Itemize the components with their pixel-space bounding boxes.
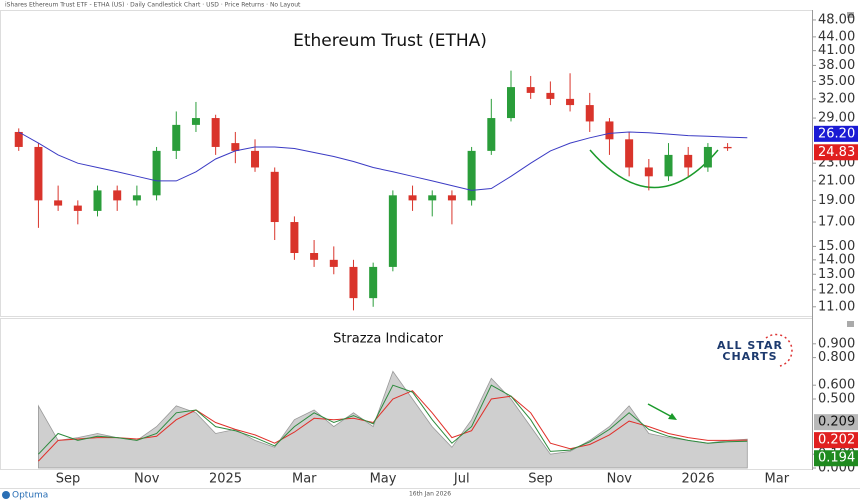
candle-body bbox=[310, 253, 319, 260]
moving-average bbox=[18, 131, 748, 191]
x-tick-label: 2026 bbox=[682, 472, 715, 487]
y-tick-label: 21.00 bbox=[818, 173, 855, 188]
brand: Optuma bbox=[12, 491, 48, 501]
logo-text: ALL STAR bbox=[717, 339, 783, 352]
candle-body bbox=[132, 195, 141, 201]
y-tick-label: 35.00 bbox=[818, 74, 855, 89]
last-value-label: 0.202 bbox=[818, 433, 855, 448]
x-tick-label: Sep bbox=[56, 472, 81, 487]
candle-body bbox=[566, 98, 575, 106]
last-value-label: 0.194 bbox=[818, 451, 855, 466]
ma-value-label: 26.20 bbox=[818, 126, 855, 141]
indicator-area bbox=[38, 370, 748, 469]
x-tick-label: Jul bbox=[453, 472, 470, 487]
candle-body bbox=[231, 143, 240, 151]
y-tick-label: 0.500 bbox=[818, 392, 855, 407]
annotation-arrowhead bbox=[668, 413, 677, 420]
candle-body bbox=[644, 167, 653, 177]
footer-date: 16th Jan 2026 bbox=[409, 491, 451, 498]
x-tick-label: Nov bbox=[607, 472, 633, 487]
candle-body bbox=[93, 190, 102, 211]
candle-body bbox=[14, 131, 23, 147]
candle-body bbox=[467, 150, 476, 201]
indicator-line bbox=[38, 390, 748, 462]
x-tick-label: Nov bbox=[134, 472, 160, 487]
last-price-label-box bbox=[814, 144, 858, 161]
candle-body bbox=[34, 146, 43, 201]
candle-body bbox=[428, 195, 437, 201]
y-tick-label: 14.00 bbox=[818, 252, 855, 267]
lock-icon bbox=[847, 321, 854, 327]
candle-body bbox=[447, 195, 456, 201]
candle-body bbox=[152, 150, 161, 196]
candle-body bbox=[388, 195, 397, 267]
candle-body bbox=[73, 205, 82, 211]
y-tick-label: 38.00 bbox=[818, 58, 855, 73]
last-value-label-box bbox=[814, 414, 858, 431]
logo-text: CHARTS bbox=[722, 350, 777, 363]
candle-body bbox=[625, 139, 634, 168]
candle-body bbox=[54, 200, 63, 206]
ma-value-label-box bbox=[814, 125, 858, 142]
x-tick-label: 2025 bbox=[209, 472, 242, 487]
indicator-line bbox=[38, 384, 748, 455]
candle-body bbox=[329, 259, 338, 267]
candle-body bbox=[369, 266, 378, 299]
last-value-label: 0.209 bbox=[818, 415, 855, 430]
y-tick-label: 19.00 bbox=[818, 193, 855, 208]
last-price-label: 24.83 bbox=[818, 145, 855, 160]
y-tick-label: 11.00 bbox=[818, 299, 855, 314]
candle-body bbox=[605, 121, 614, 140]
candle-body bbox=[664, 154, 673, 177]
y-tick-label: 44.00 bbox=[818, 29, 855, 44]
y-tick-label: 17.00 bbox=[818, 215, 855, 230]
indicator-title: Strazza Indicator bbox=[333, 332, 444, 347]
candle-body bbox=[290, 222, 299, 254]
y-tick-label: 0.900 bbox=[818, 336, 855, 351]
y-tick-label: 0.800 bbox=[818, 350, 855, 365]
x-tick-label: Mar bbox=[292, 472, 317, 487]
chart-title: Ethereum Trust (ETHA) bbox=[293, 31, 487, 51]
y-tick-label: 15.00 bbox=[818, 239, 855, 254]
candle-body bbox=[487, 118, 496, 151]
x-tick-label: May bbox=[370, 472, 397, 487]
y-tick-label: 0.600 bbox=[818, 378, 855, 393]
x-tick-label: Mar bbox=[765, 472, 790, 487]
y-tick-label: 48.00 bbox=[818, 12, 855, 27]
y-tick-label: 32.00 bbox=[818, 91, 855, 106]
candle-body bbox=[191, 118, 200, 125]
candle-body bbox=[408, 195, 417, 201]
candle-body bbox=[270, 171, 279, 223]
candle-body bbox=[684, 154, 693, 168]
candle-body bbox=[526, 87, 535, 93]
candle-body bbox=[349, 266, 358, 299]
last-value-label-box bbox=[814, 432, 858, 449]
y-tick-label: 41.00 bbox=[818, 43, 855, 58]
candle-body bbox=[211, 118, 220, 147]
candle-body bbox=[703, 146, 712, 168]
y-tick-label: 12.00 bbox=[818, 282, 855, 297]
annotation-arrow bbox=[647, 403, 675, 419]
candle-body bbox=[546, 92, 555, 99]
annotation-arc bbox=[589, 149, 719, 189]
candle-body bbox=[251, 150, 260, 168]
candle-body bbox=[723, 146, 732, 149]
y-tick-label: 29.00 bbox=[818, 111, 855, 126]
candle-body bbox=[506, 87, 515, 119]
candle-body bbox=[585, 105, 594, 122]
candle-body bbox=[113, 190, 122, 201]
brand-icon bbox=[2, 491, 10, 499]
lock-icon bbox=[847, 12, 854, 18]
header-text: iShares Ethereum Trust ETF - ETHA (US) ·… bbox=[5, 2, 301, 9]
y-tick-label: 13.00 bbox=[818, 267, 855, 282]
candle-body bbox=[172, 124, 181, 151]
x-tick-label: Sep bbox=[528, 472, 553, 487]
last-value-label-box bbox=[814, 450, 858, 467]
